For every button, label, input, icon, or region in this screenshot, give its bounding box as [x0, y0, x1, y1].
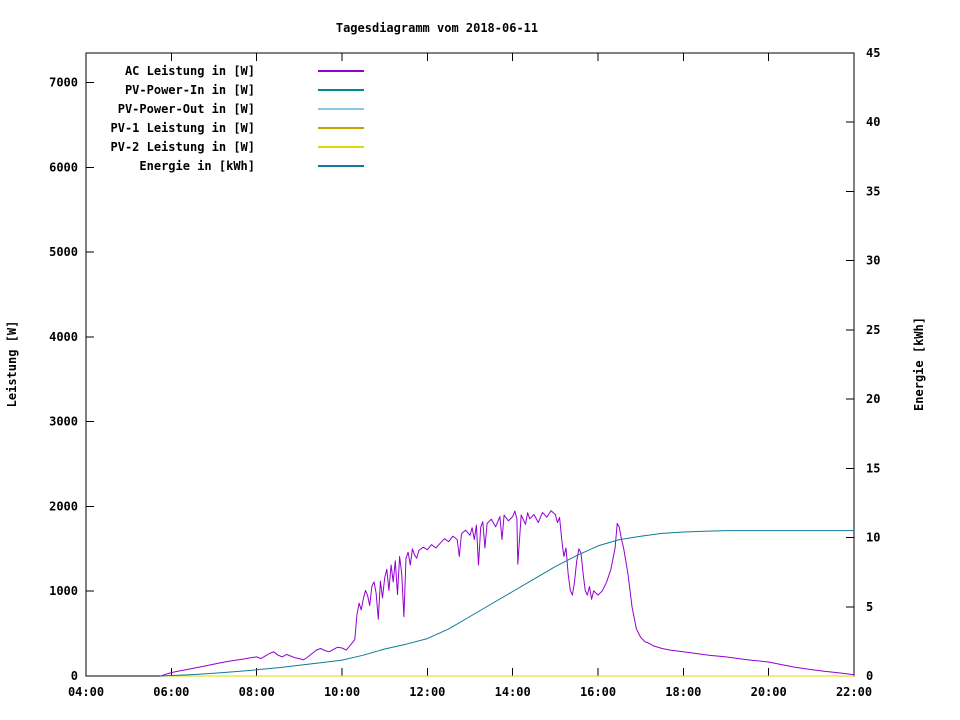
- y-right-tick-label: 35: [866, 184, 880, 198]
- x-tick-label: 18:00: [665, 685, 701, 699]
- legend-label-energie-in-kwh: Energie in [kWh]: [139, 159, 255, 173]
- legend-label-pv-power-in-in-w: PV-Power-In in [W]: [125, 83, 255, 97]
- y-left-tick-label: 4000: [49, 330, 78, 344]
- y-left-tick-label: 5000: [49, 245, 78, 259]
- legend-label-ac-leistung-in-w: AC Leistung in [W]: [125, 64, 255, 78]
- x-tick-label: 16:00: [580, 685, 616, 699]
- x-tick-label: 08:00: [239, 685, 275, 699]
- y-right-tick-label: 45: [866, 46, 880, 60]
- y-right-tick-label: 25: [866, 323, 880, 337]
- y-right-tick-label: 5: [866, 600, 873, 614]
- legend-label-pv-1-leistung-in-w: PV-1 Leistung in [W]: [111, 121, 256, 135]
- series-ac-leistung-in-w: [160, 510, 855, 677]
- y-right-tick-label: 20: [866, 392, 880, 406]
- y-right-tick-label: 15: [866, 461, 880, 475]
- y-axis-left-label: Leistung [W]: [5, 321, 19, 408]
- y-right-tick-label: 0: [866, 669, 873, 683]
- y-left-tick-label: 1000: [49, 584, 78, 598]
- chart-title: Tagesdiagramm vom 2018-06-11: [336, 21, 538, 35]
- x-tick-label: 12:00: [409, 685, 445, 699]
- series-energie-in-kwh: [160, 530, 854, 677]
- y-left-tick-label: 0: [71, 669, 78, 683]
- x-tick-label: 04:00: [68, 685, 104, 699]
- y-right-tick-label: 30: [866, 254, 880, 268]
- legend-label-pv-2-leistung-in-w: PV-2 Leistung in [W]: [111, 140, 256, 154]
- x-tick-label: 20:00: [751, 685, 787, 699]
- y-right-tick-label: 10: [866, 531, 880, 545]
- y-left-tick-label: 6000: [49, 160, 78, 174]
- y-right-tick-label: 40: [866, 115, 880, 129]
- y-left-tick-label: 3000: [49, 415, 78, 429]
- x-tick-label: 14:00: [495, 685, 531, 699]
- legend-label-pv-power-out-in-w: PV-Power-Out in [W]: [118, 102, 255, 116]
- y-left-tick-label: 2000: [49, 499, 78, 513]
- y-axis-right-label: Energie [kWh]: [912, 317, 926, 411]
- x-tick-label: 10:00: [324, 685, 360, 699]
- y-left-tick-label: 7000: [49, 76, 78, 90]
- x-tick-label: 06:00: [153, 685, 189, 699]
- x-tick-label: 22:00: [836, 685, 872, 699]
